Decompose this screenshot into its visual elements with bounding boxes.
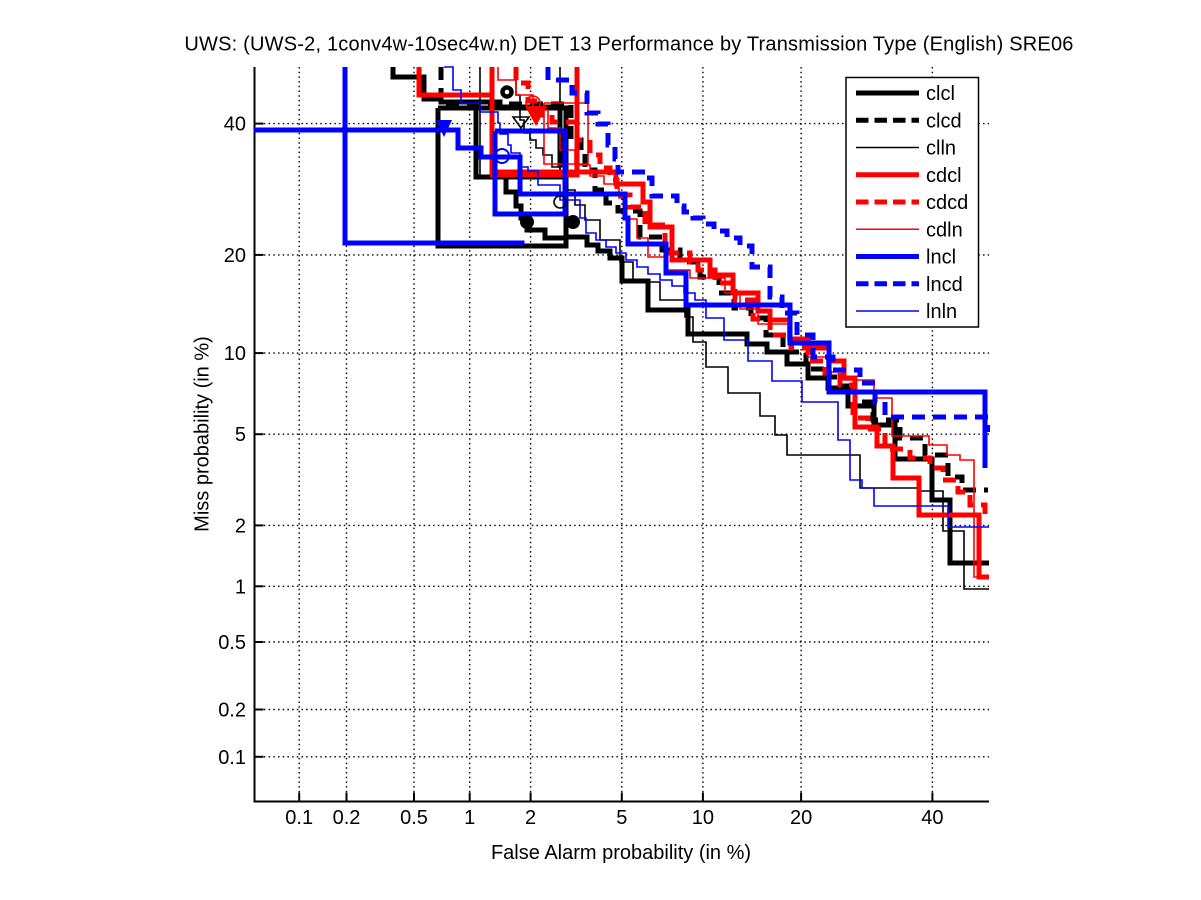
svg-text:0.1: 0.1 <box>218 747 246 769</box>
svg-text:20: 20 <box>224 245 246 267</box>
svg-text:20: 20 <box>790 807 812 829</box>
svg-text:0.2: 0.2 <box>218 700 246 722</box>
svg-text:1: 1 <box>464 807 475 829</box>
svg-text:2: 2 <box>235 515 246 537</box>
svg-text:False Alarm probability (in %): False Alarm probability (in %) <box>491 842 751 864</box>
svg-text:40: 40 <box>224 114 246 136</box>
svg-text:clcd: clcd <box>926 110 962 132</box>
svg-text:lnln: lnln <box>926 301 957 323</box>
svg-text:Miss probability (in %): Miss probability (in %) <box>192 336 214 532</box>
svg-text:0.5: 0.5 <box>218 632 246 654</box>
svg-text:5: 5 <box>235 424 246 446</box>
svg-text:cdln: cdln <box>926 219 963 241</box>
svg-text:clln: clln <box>926 138 956 160</box>
svg-text:lncd: lncd <box>926 274 963 296</box>
svg-text:cdcl: cdcl <box>926 165 962 187</box>
svg-text:UWS: (UWS-2, 1conv4w-10sec4w.n: UWS: (UWS-2, 1conv4w-10sec4w.n) DET 13 P… <box>184 34 1073 56</box>
svg-text:lncl: lncl <box>926 247 956 269</box>
svg-text:2: 2 <box>525 807 536 829</box>
svg-text:0.2: 0.2 <box>333 807 361 829</box>
svg-text:5: 5 <box>616 807 627 829</box>
svg-text:40: 40 <box>921 807 943 829</box>
svg-text:cdcd: cdcd <box>926 192 968 214</box>
svg-text:10: 10 <box>224 343 246 365</box>
svg-text:10: 10 <box>692 807 714 829</box>
svg-text:clcl: clcl <box>926 83 955 105</box>
svg-text:1: 1 <box>235 576 246 598</box>
svg-text:0.5: 0.5 <box>400 807 428 829</box>
svg-text:0.1: 0.1 <box>285 807 313 829</box>
